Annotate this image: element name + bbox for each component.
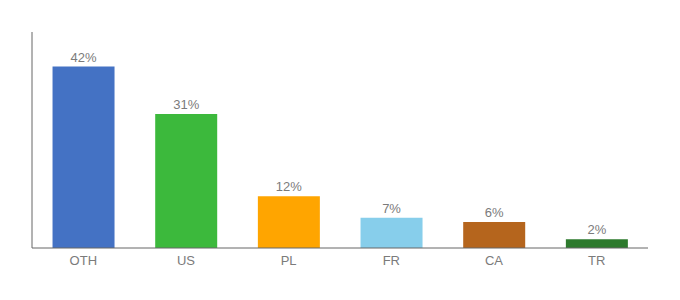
svg-text:US: US <box>177 253 195 268</box>
svg-text:12%: 12% <box>276 179 302 194</box>
svg-text:OTH: OTH <box>70 253 97 268</box>
svg-text:TR: TR <box>588 253 605 268</box>
svg-text:42%: 42% <box>71 50 97 65</box>
svg-text:2%: 2% <box>587 222 606 237</box>
svg-text:CA: CA <box>485 253 503 268</box>
svg-text:PL: PL <box>281 253 297 268</box>
svg-text:6%: 6% <box>485 205 504 220</box>
svg-text:7%: 7% <box>382 201 401 216</box>
svg-text:31%: 31% <box>173 97 199 112</box>
svg-text:FR: FR <box>383 253 400 268</box>
